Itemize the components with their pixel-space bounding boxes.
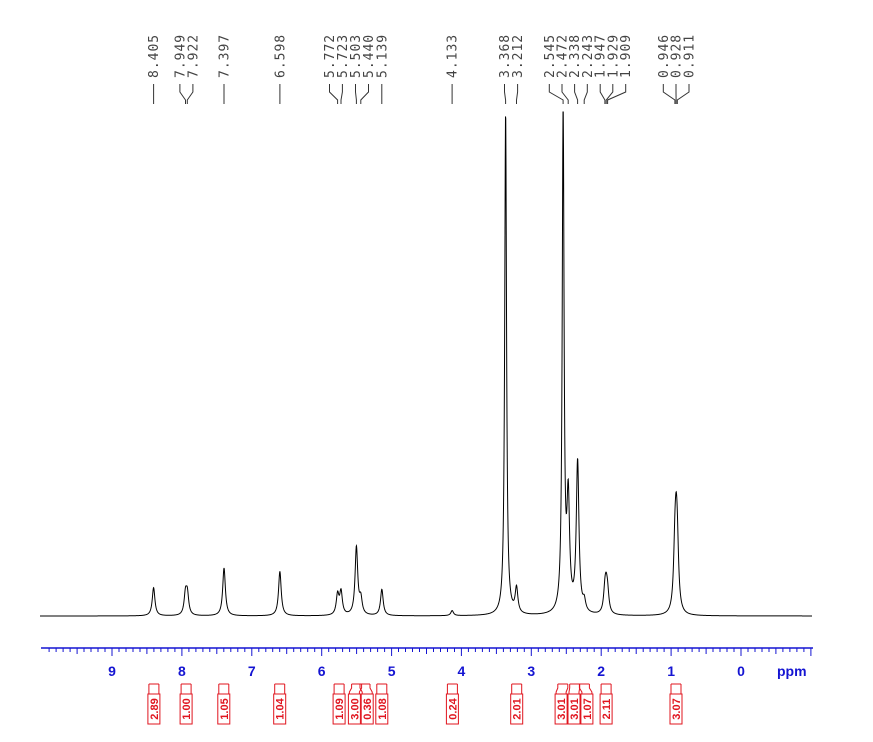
axis-tick-label: 4 <box>458 663 466 679</box>
axis-tick-label: 5 <box>388 663 396 679</box>
spectrum-trace <box>40 112 812 616</box>
peak-label: 5.139 <box>375 34 390 78</box>
axis-unit-label: ppm <box>777 663 807 679</box>
axis-tick-label: 9 <box>108 663 116 679</box>
peak-label: 8.405 <box>147 34 162 78</box>
axis-tick-label: 2 <box>597 663 605 679</box>
peak-label-connector <box>584 84 587 104</box>
peak-label-connector <box>341 84 342 104</box>
peak-label-connector <box>663 84 675 104</box>
integral-bracket-right <box>566 684 568 694</box>
peak-label-connector <box>575 84 578 104</box>
peak-label: 3.212 <box>511 34 526 78</box>
integral-value: 1.05 <box>219 698 231 719</box>
peak-label-connector <box>187 84 193 104</box>
integral-value: 3.01 <box>556 698 568 719</box>
peak-label-connector <box>356 84 357 104</box>
integral-value: 1.08 <box>377 698 389 719</box>
peak-label: 7.922 <box>186 34 201 78</box>
peak-label-connector <box>600 84 605 104</box>
integral-value: 0.24 <box>447 697 459 719</box>
peak-label: 4.133 <box>446 34 461 78</box>
peak-label-connector <box>330 84 338 104</box>
integral-bracket-right <box>370 684 372 694</box>
peak-label: 7.397 <box>218 34 233 78</box>
peak-label-connector <box>505 84 506 104</box>
peak-label-connector <box>361 84 369 104</box>
integral-value: 1.07 <box>582 698 594 719</box>
axis-tick-label: 7 <box>248 663 256 679</box>
integral-value: 1.09 <box>334 698 346 719</box>
axis-tick-label: 6 <box>318 663 326 679</box>
integral-value: 3.00 <box>349 698 361 719</box>
integral-value: 2.11 <box>601 699 613 720</box>
integral-bracket-left <box>569 684 570 694</box>
peak-label: 6.598 <box>273 34 288 78</box>
peak-label: 1.909 <box>619 34 634 78</box>
integral-value: 0.36 <box>362 698 374 719</box>
integral-layer: 2.89 1.00 1.05 1.04 1.09 3.00 0.36 1.08 0.24 2.01… <box>148 684 683 724</box>
axis-tick-label: 8 <box>178 663 186 679</box>
integral-bracket-left <box>579 684 582 694</box>
integral-value: 3.01 <box>569 698 581 719</box>
peak-label: 0.911 <box>683 34 698 78</box>
axis-tick-label: 3 <box>527 663 535 679</box>
integral-bracket-right <box>589 684 592 694</box>
integral-bracket-left <box>556 684 558 694</box>
peak-label-connector <box>517 84 518 104</box>
integral-value: 2.89 <box>149 698 161 719</box>
axis-tick-label: 1 <box>667 663 675 679</box>
integral-value: 1.00 <box>181 698 193 719</box>
ppm-axis: 9 8 7 6 5 4 3 2 1 0 <box>41 648 813 679</box>
integral-bracket-left <box>349 684 351 694</box>
peak-label-connector <box>180 84 186 104</box>
integral-value: 3.07 <box>671 698 683 719</box>
peak-label-connector <box>608 84 626 104</box>
peak-label-connector <box>677 84 689 104</box>
integral-value: 1.04 <box>275 697 287 719</box>
axis-tick-label: 0 <box>737 663 745 679</box>
peak-label-connector <box>549 84 563 104</box>
integral-value: 2.01 <box>512 698 524 719</box>
